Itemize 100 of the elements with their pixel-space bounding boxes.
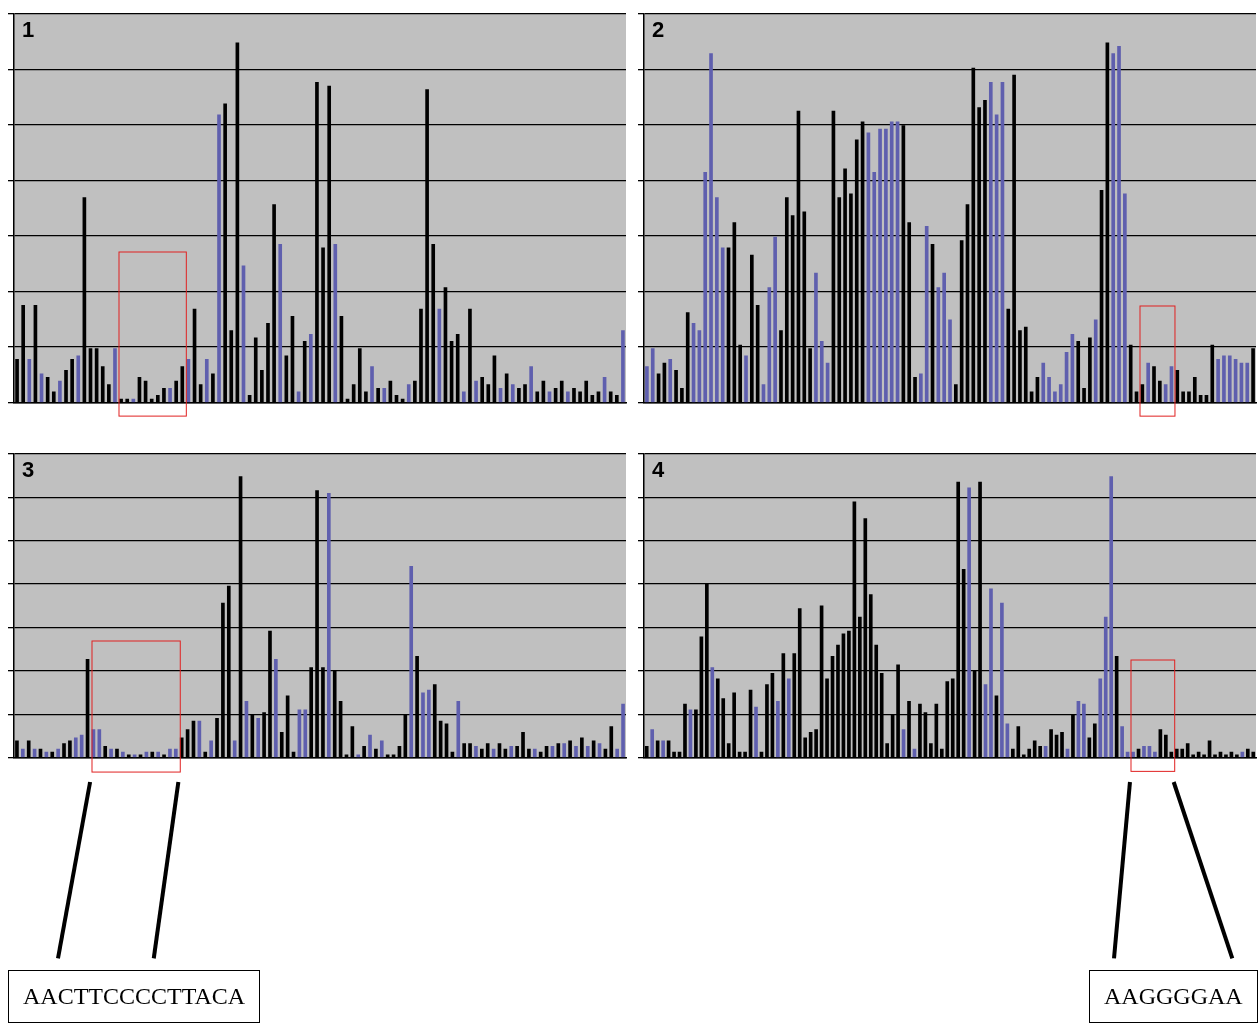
bar — [1117, 46, 1121, 403]
bar — [988, 82, 993, 403]
bar — [209, 740, 213, 758]
bar — [621, 330, 625, 403]
bar — [79, 734, 84, 758]
bar — [989, 588, 993, 758]
bar — [132, 754, 137, 758]
bar — [1222, 355, 1226, 403]
bar — [924, 225, 929, 403]
bar — [754, 706, 758, 758]
bar — [278, 243, 283, 403]
bar — [232, 740, 237, 758]
bar — [509, 746, 514, 758]
bar — [1142, 746, 1146, 758]
bar — [703, 171, 708, 403]
bar — [56, 748, 60, 758]
bar — [1245, 362, 1250, 403]
bar — [474, 380, 478, 403]
bar — [615, 748, 619, 758]
bar — [585, 746, 590, 758]
bar — [661, 740, 665, 758]
bar — [566, 391, 570, 403]
bar — [1053, 391, 1057, 403]
bar — [1041, 362, 1046, 403]
bar — [1111, 53, 1116, 403]
bar — [709, 53, 713, 403]
bar — [767, 287, 772, 403]
bar — [884, 128, 888, 403]
bar — [1123, 193, 1127, 403]
text: AAGGGGAA — [1089, 970, 1258, 1023]
bar — [427, 689, 431, 758]
bar — [529, 366, 533, 403]
bar — [872, 171, 877, 403]
bar — [168, 387, 172, 403]
bar — [650, 348, 655, 403]
bar — [819, 341, 824, 403]
bar — [967, 487, 971, 758]
bar — [773, 236, 777, 403]
bar — [109, 748, 113, 758]
bar — [97, 729, 102, 758]
bar — [204, 359, 209, 403]
bar — [368, 734, 372, 758]
bar — [474, 746, 478, 758]
bar — [574, 746, 578, 758]
bar — [650, 729, 655, 758]
chart-title: 4 — [652, 457, 665, 483]
bar — [889, 121, 894, 403]
bar — [510, 384, 515, 403]
bar — [217, 114, 221, 403]
bar — [256, 717, 261, 758]
bar — [461, 391, 466, 403]
bar — [645, 366, 649, 403]
bar — [1058, 384, 1063, 403]
bar — [668, 359, 673, 403]
bar — [1098, 678, 1103, 758]
bar — [1047, 377, 1051, 403]
bar — [113, 348, 117, 403]
bar — [776, 701, 780, 758]
bar — [710, 667, 715, 758]
bar — [21, 748, 25, 758]
bar — [274, 658, 278, 758]
bar — [327, 493, 331, 758]
chart-title: 3 — [22, 457, 35, 483]
bar — [58, 380, 62, 403]
bar — [308, 333, 313, 403]
bar — [948, 319, 952, 403]
chart-title: 2 — [652, 17, 665, 43]
bar — [382, 387, 387, 403]
bar — [1000, 602, 1004, 758]
bar — [76, 355, 81, 403]
chart-title: 1 — [22, 17, 35, 43]
bar — [1093, 319, 1098, 403]
bar — [744, 355, 748, 403]
bar — [456, 701, 461, 758]
bar — [370, 366, 374, 403]
bar — [1120, 726, 1124, 758]
bar — [720, 247, 725, 403]
bar — [356, 754, 361, 758]
bar — [1227, 355, 1232, 403]
bar — [1153, 751, 1157, 758]
bar — [303, 709, 308, 758]
text: AACTTCCCCTTACA — [8, 970, 261, 1023]
bar — [878, 128, 882, 403]
bar — [406, 384, 411, 403]
bar — [168, 748, 172, 758]
bar — [73, 737, 78, 758]
bar — [1082, 703, 1086, 758]
bar — [786, 678, 791, 758]
bar — [421, 692, 425, 758]
bar — [1216, 359, 1220, 403]
bar — [715, 197, 719, 403]
bar — [333, 243, 338, 403]
bar — [174, 748, 178, 758]
bar — [562, 743, 567, 758]
bar — [156, 751, 160, 758]
bar — [27, 359, 32, 403]
bar — [379, 740, 384, 758]
bar — [919, 373, 923, 403]
bar — [814, 272, 818, 403]
bar — [621, 703, 625, 758]
